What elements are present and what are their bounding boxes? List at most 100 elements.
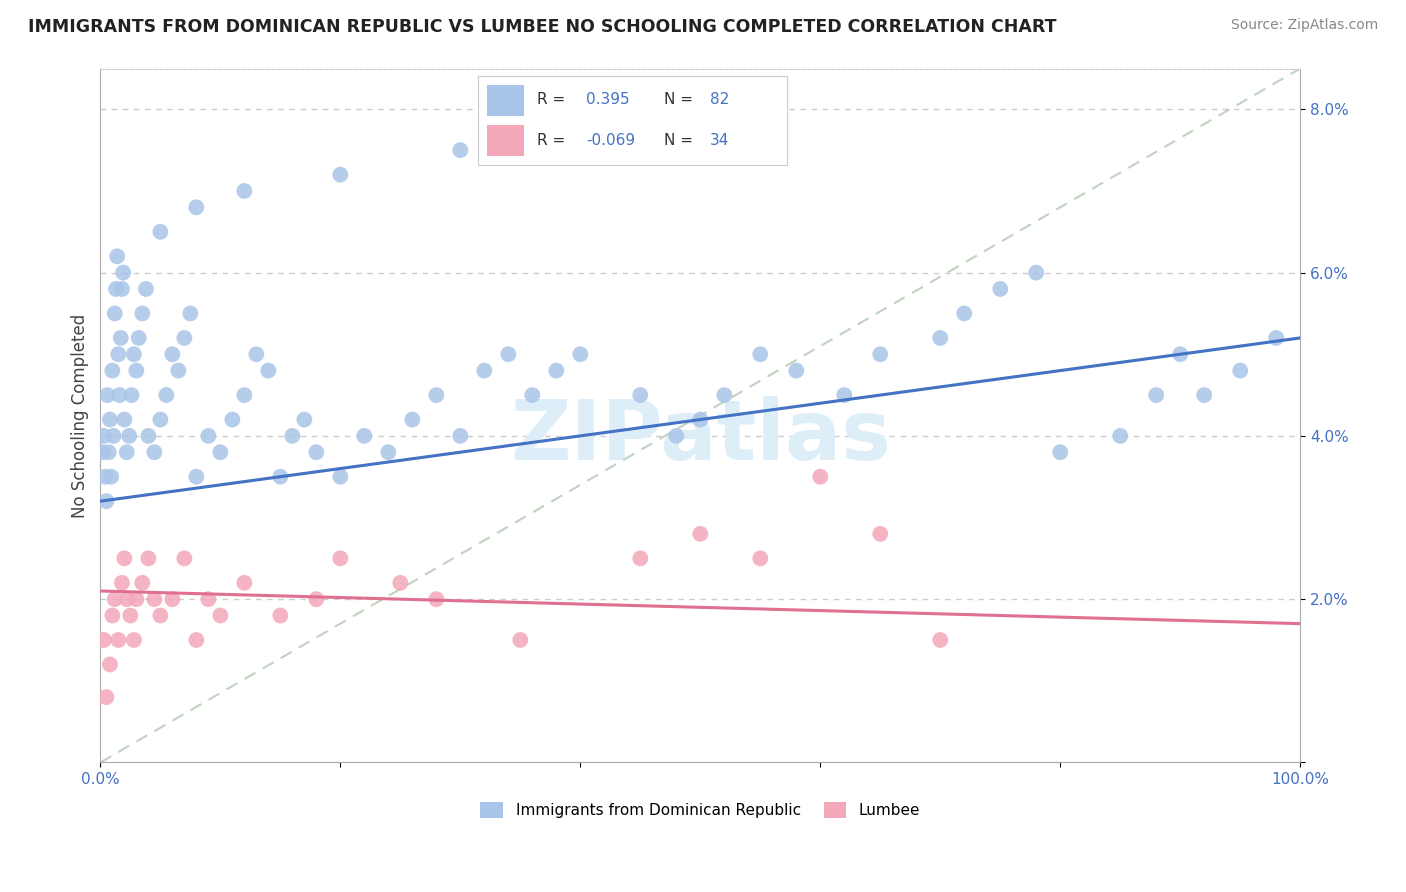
Point — [115, 592, 138, 607]
Point — [1229, 363, 1251, 377]
Point — [131, 306, 153, 320]
Point — [112, 266, 135, 280]
Point — [135, 282, 157, 296]
Point — [785, 363, 807, 377]
Point — [988, 282, 1011, 296]
Point — [125, 363, 148, 377]
Point — [111, 282, 134, 296]
Point — [329, 551, 352, 566]
Point — [155, 388, 177, 402]
Point — [128, 331, 150, 345]
Point — [1144, 388, 1167, 402]
Point — [186, 632, 208, 647]
Point — [121, 388, 143, 402]
Text: N =: N = — [664, 93, 693, 107]
Point — [122, 632, 145, 647]
Point — [149, 412, 172, 426]
Point — [149, 225, 172, 239]
Point — [101, 363, 124, 377]
Point — [104, 282, 127, 296]
Point — [112, 412, 135, 426]
Point — [449, 429, 471, 443]
Point — [96, 690, 118, 705]
Point — [186, 200, 208, 214]
Point — [162, 347, 184, 361]
Point — [173, 331, 195, 345]
Point — [1168, 347, 1191, 361]
Point — [96, 388, 118, 402]
Point — [162, 592, 184, 607]
Point — [167, 363, 190, 377]
Y-axis label: No Schooling Completed: No Schooling Completed — [72, 313, 89, 517]
Point — [305, 592, 328, 607]
Text: IMMIGRANTS FROM DOMINICAN REPUBLIC VS LUMBEE NO SCHOOLING COMPLETED CORRELATION : IMMIGRANTS FROM DOMINICAN REPUBLIC VS LU… — [28, 18, 1057, 36]
Point — [186, 469, 208, 483]
Point — [96, 494, 118, 508]
Text: Source: ZipAtlas.com: Source: ZipAtlas.com — [1230, 18, 1378, 32]
Point — [233, 388, 256, 402]
Point — [509, 632, 531, 647]
Point — [929, 632, 952, 647]
Point — [120, 608, 142, 623]
Legend: Immigrants from Dominican Republic, Lumbee: Immigrants from Dominican Republic, Lumb… — [474, 796, 927, 824]
Point — [569, 347, 592, 361]
Point — [749, 347, 772, 361]
Point — [107, 347, 129, 361]
Point — [665, 429, 688, 443]
Point — [498, 347, 520, 361]
Point — [138, 429, 160, 443]
Point — [628, 388, 651, 402]
Point — [197, 429, 219, 443]
Point — [110, 331, 132, 345]
Point — [1109, 429, 1132, 443]
Point — [869, 526, 891, 541]
Point — [93, 429, 115, 443]
Text: -0.069: -0.069 — [586, 133, 636, 147]
Point — [353, 429, 375, 443]
Point — [149, 608, 172, 623]
Point — [93, 632, 115, 647]
Point — [869, 347, 891, 361]
Point — [292, 412, 315, 426]
Bar — [488, 85, 524, 116]
Point — [546, 363, 568, 377]
Bar — [488, 125, 524, 156]
Point — [1049, 445, 1071, 459]
Point — [179, 306, 201, 320]
Point — [197, 592, 219, 607]
Point — [522, 388, 544, 402]
Point — [209, 445, 232, 459]
Text: 34: 34 — [710, 133, 730, 147]
Point — [111, 575, 134, 590]
Point — [269, 608, 291, 623]
Point — [808, 469, 831, 483]
Point — [329, 168, 352, 182]
Point — [713, 388, 735, 402]
Point — [1025, 266, 1047, 280]
Point — [112, 551, 135, 566]
Point — [425, 592, 447, 607]
Point — [209, 608, 232, 623]
Point — [749, 551, 772, 566]
Point — [104, 592, 127, 607]
Point — [101, 608, 124, 623]
Point — [269, 469, 291, 483]
Text: 0.395: 0.395 — [586, 93, 630, 107]
Point — [98, 657, 121, 672]
Point — [104, 306, 127, 320]
Point — [329, 469, 352, 483]
Point — [233, 575, 256, 590]
Point — [233, 184, 256, 198]
Text: 82: 82 — [710, 93, 730, 107]
Point — [953, 306, 976, 320]
Point — [131, 575, 153, 590]
Point — [389, 575, 412, 590]
Point — [125, 592, 148, 607]
Point — [257, 363, 280, 377]
Text: R =: R = — [537, 93, 565, 107]
Point — [281, 429, 304, 443]
Point — [689, 412, 711, 426]
Point — [628, 551, 651, 566]
Point — [425, 388, 447, 402]
Point — [115, 445, 138, 459]
